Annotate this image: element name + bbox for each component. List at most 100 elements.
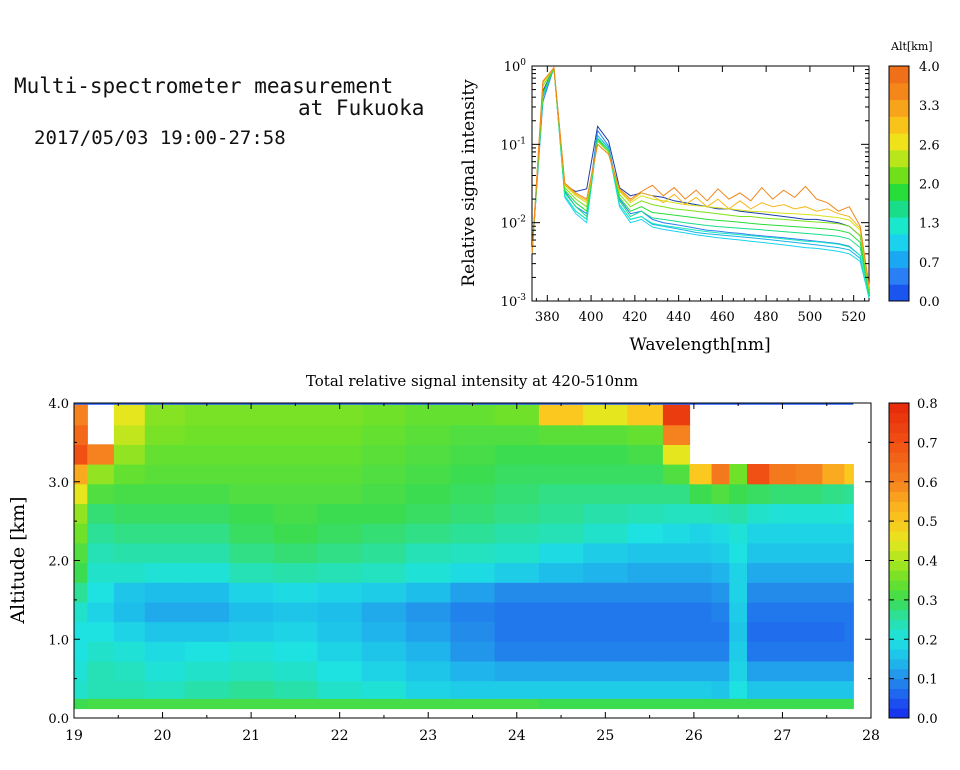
heatmap-cell xyxy=(144,582,186,603)
intensity-colorbar-swatch xyxy=(889,403,909,414)
intensity-colorbar-swatch xyxy=(889,678,909,689)
heatmap-cell xyxy=(747,582,770,603)
heatmap-cell xyxy=(662,680,691,699)
heatmap-cell xyxy=(361,464,407,485)
heatmap-cell xyxy=(406,424,451,445)
intensity-colorbar-swatch xyxy=(889,580,909,591)
heatmap-cell xyxy=(317,464,363,485)
heatmap-cell xyxy=(273,680,319,699)
heatmap-cell xyxy=(795,503,823,524)
heatmap-cell xyxy=(711,698,730,710)
heatmap-cell xyxy=(729,641,748,662)
heatmap-cell xyxy=(450,582,496,603)
heatmap-cell xyxy=(450,444,496,465)
heatmap-cell xyxy=(144,698,186,710)
heatmap-cell xyxy=(406,503,451,524)
heatmap-cell xyxy=(273,562,319,583)
altitude-colorbar-tick-label: 4.0 xyxy=(919,60,940,75)
heatmap-cell xyxy=(769,562,797,583)
heatmap-cell xyxy=(229,601,274,623)
heatmap-cell xyxy=(87,698,115,710)
spectrum-series-line-1 xyxy=(531,67,870,298)
altitude-colorbar-swatch xyxy=(889,200,909,218)
heatmap-cell xyxy=(689,483,713,504)
heatmap-cell xyxy=(74,621,88,642)
heatmap-cell xyxy=(113,464,146,485)
heatmap-cell xyxy=(87,680,115,699)
heatmap-cell xyxy=(450,698,496,710)
heatmap-cell xyxy=(711,503,730,524)
heatmap-cell xyxy=(844,601,854,623)
heatmap-cell xyxy=(662,444,691,465)
heatmap-cell xyxy=(844,680,854,699)
heatmap-cell xyxy=(844,483,854,504)
altitude-colorbar-swatch xyxy=(889,66,909,84)
heatmap-cell xyxy=(662,698,691,710)
heatmap-cell xyxy=(406,444,451,465)
heatmap-x-tick-label: 23 xyxy=(419,728,437,744)
heatmap-cell xyxy=(822,621,845,642)
heatmap-cell xyxy=(795,601,823,623)
heatmap-cell xyxy=(583,483,629,504)
heatmap-cell xyxy=(538,582,584,603)
heatmap-cell xyxy=(769,601,797,623)
heatmap-cell xyxy=(822,680,845,699)
heatmap-cell xyxy=(689,562,713,583)
heatmap-cell xyxy=(662,542,691,564)
heatmap-cell xyxy=(144,523,186,544)
heatmap-cell xyxy=(711,680,730,699)
altitude-colorbar-swatch xyxy=(889,267,909,285)
heatmap-cell xyxy=(144,621,186,642)
heatmap-cell xyxy=(711,562,730,583)
heatmap-cell xyxy=(844,660,854,682)
heatmap-cell xyxy=(317,680,363,699)
heatmap-cell xyxy=(74,483,88,504)
heatmap-cell xyxy=(87,621,115,642)
heatmap-cell xyxy=(844,464,854,485)
heatmap-ticks: 19 20 21 22 23 24 25 26 27 28 0.0 1.0 2.0 3.0 4.0 xyxy=(48,397,880,744)
heatmap-cell xyxy=(689,698,713,710)
heatmap-cell xyxy=(583,582,629,603)
heatmap-cell xyxy=(406,621,451,642)
heatmap-cell xyxy=(729,660,748,682)
heatmap-cell xyxy=(406,404,451,426)
spectrum-series-line-7 xyxy=(531,66,870,290)
intensity-colorbar-swatch xyxy=(889,658,909,670)
intensity-colorbar-swatch xyxy=(889,609,909,621)
altitude-colorbar: 0.0 0.7 1.3 2.0 2.6 3.3 4.0 xyxy=(888,60,940,310)
spectrum-x-tick-label: 420 xyxy=(622,310,647,325)
heatmap-cell xyxy=(184,542,230,564)
heatmap-cell xyxy=(769,542,797,564)
heatmap-cell xyxy=(361,424,407,445)
heatmap-cell xyxy=(317,582,363,603)
heatmap-cell xyxy=(74,464,88,485)
spectrum-x-tick-label: 400 xyxy=(579,310,604,325)
heatmap-cell xyxy=(450,464,496,485)
heatmap-cell xyxy=(747,641,770,662)
heatmap-cell xyxy=(494,464,540,485)
heatmap-cell xyxy=(729,582,748,603)
heatmap-cell xyxy=(538,424,584,445)
heatmap-cell xyxy=(711,542,730,564)
heatmap-cell xyxy=(229,503,274,524)
heatmap-cell xyxy=(361,542,407,564)
heatmap-cell xyxy=(184,601,230,623)
spectrum-series-line-2 xyxy=(531,67,870,298)
heatmap-cell xyxy=(113,582,146,603)
spectrum-series-line-5 xyxy=(531,67,870,295)
heatmap-cell xyxy=(583,404,629,426)
heatmap-cell xyxy=(822,582,845,603)
altitude-colorbar-label: Alt[km] xyxy=(890,40,933,53)
heatmap-cell xyxy=(229,444,274,465)
altitude-colorbar-tick-label: 0.0 xyxy=(919,295,940,310)
heatmap-cell xyxy=(538,542,584,564)
heatmap-cell xyxy=(662,404,691,426)
heatmap-cell xyxy=(689,680,713,699)
heatmap-cell xyxy=(317,523,363,544)
heatmap-cell xyxy=(494,542,540,564)
intensity-colorbar-swatch xyxy=(889,540,909,552)
heatmap-cell xyxy=(822,641,845,662)
heatmap-cell xyxy=(627,621,664,642)
heatmap-cell xyxy=(184,562,230,583)
heatmap-cell xyxy=(229,483,274,504)
